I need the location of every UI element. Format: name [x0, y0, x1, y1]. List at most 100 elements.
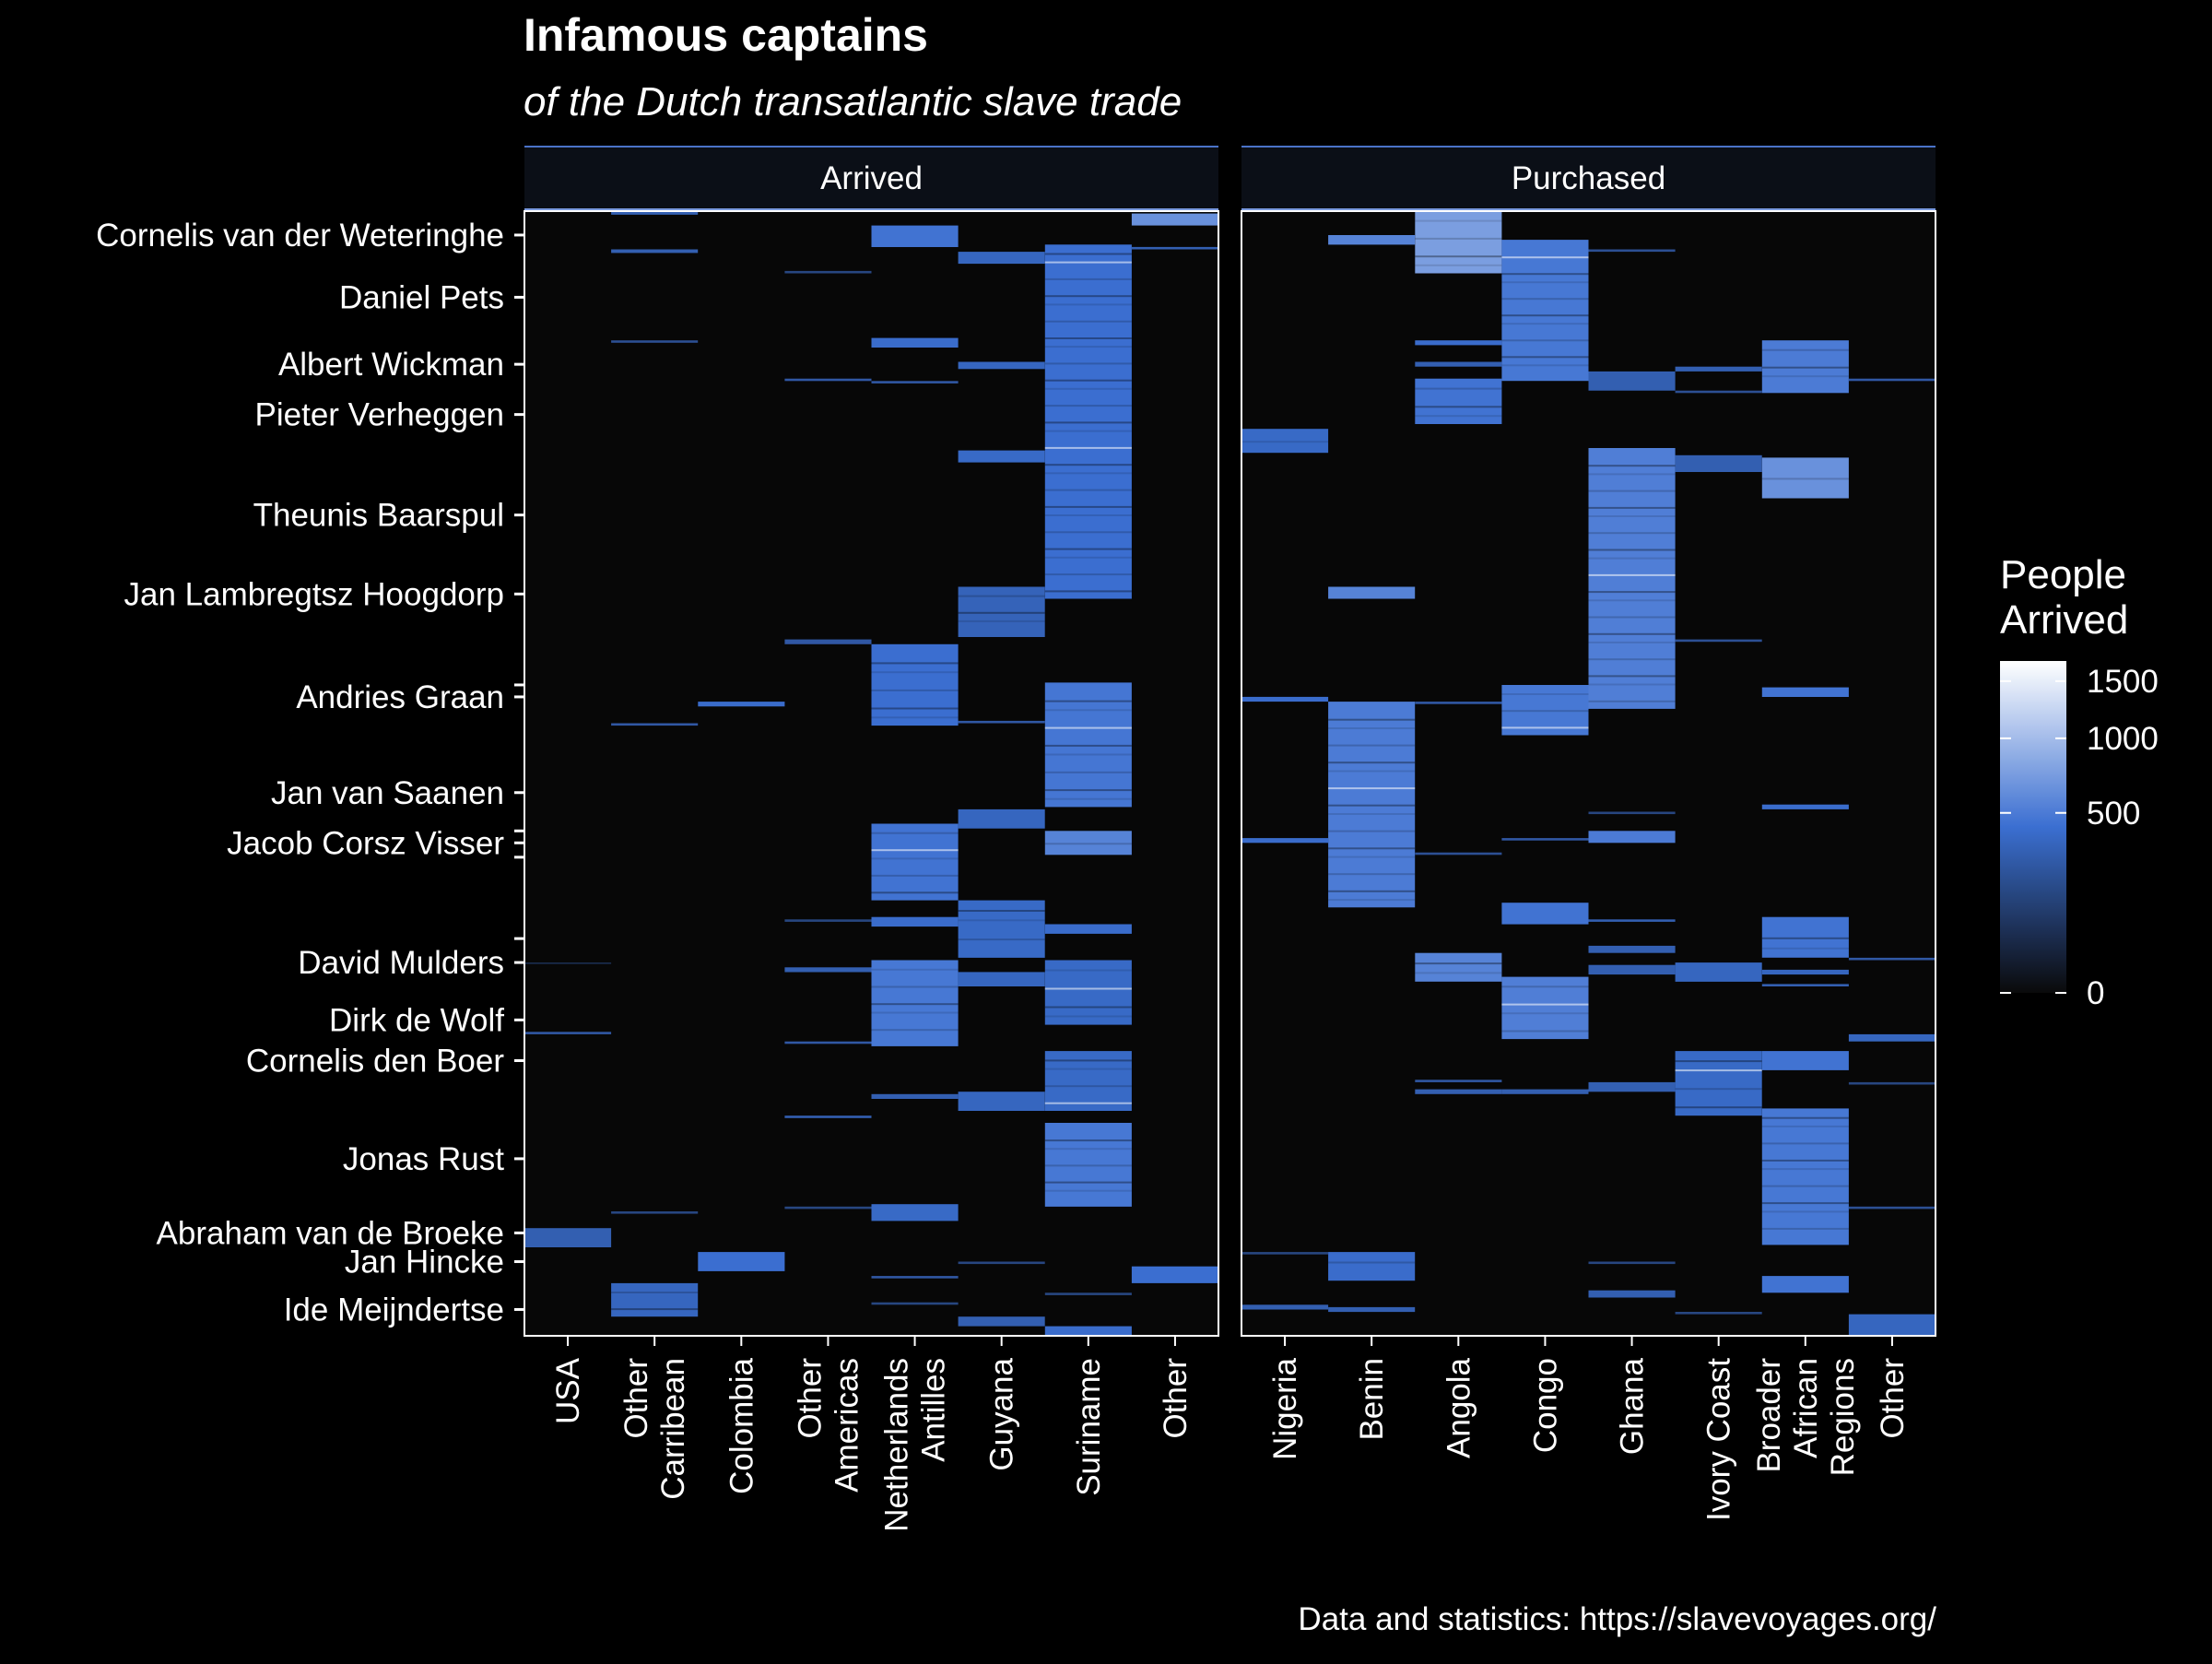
heatmap-band — [1044, 514, 1132, 516]
x-axis-arrived: USA Other Carribean Colombia Other Americas Ne… — [550, 1336, 1194, 1532]
heatmap-band — [1044, 531, 1132, 534]
heatmap-cell — [1848, 957, 1936, 961]
heatmap-cell — [1241, 1252, 1329, 1255]
heatmap-band — [1044, 464, 1132, 466]
heatmap-band — [1761, 478, 1849, 480]
heatmap-band — [1328, 813, 1416, 815]
heatmap-cell — [1588, 448, 1676, 709]
heatmap-cell — [871, 960, 959, 1046]
y-tick-label: Cornelis van der Weteringhe — [96, 218, 504, 254]
heatmap-band — [1044, 700, 1132, 702]
heatmap-band — [1044, 379, 1132, 382]
heatmap-band — [611, 1308, 699, 1311]
heatmap-cell — [1044, 924, 1132, 934]
heatmap-cell — [871, 337, 959, 348]
heatmap-cell — [1848, 378, 1936, 382]
heatmap-band — [1501, 273, 1589, 276]
heatmap-cell — [784, 1206, 872, 1210]
heatmap-band — [1761, 947, 1849, 950]
heatmap-cell — [1588, 964, 1676, 975]
heatmap-band — [871, 707, 959, 710]
heatmap-cell — [958, 450, 1045, 463]
x-tick-label: Netherlands — [879, 1358, 915, 1532]
heatmap-band — [958, 919, 1045, 922]
heatmap-band — [1044, 789, 1132, 792]
heatmap-band — [1588, 515, 1676, 517]
heatmap-band — [1501, 710, 1589, 713]
panel-border — [524, 210, 1219, 1337]
heatmap-band — [1761, 366, 1849, 369]
heatmap-cell — [1588, 1081, 1676, 1092]
heatmap-band — [1044, 253, 1132, 255]
heatmap-cell — [958, 1261, 1045, 1265]
heatmap-band — [1501, 256, 1589, 259]
legend-tick-label: 1000 — [2087, 721, 2159, 757]
heatmap-cell — [1761, 984, 1849, 986]
heatmap-band — [1044, 556, 1132, 559]
heatmap-cell — [698, 1252, 785, 1271]
heatmap-band — [1044, 1189, 1132, 1192]
heatmap-band — [1588, 675, 1676, 678]
heatmap-cell — [1848, 1081, 1936, 1085]
heatmap-cell — [611, 1282, 699, 1317]
legend-title: Arrived — [2000, 597, 2128, 643]
heatmap-band — [1044, 1181, 1132, 1184]
heatmap-band — [1501, 281, 1589, 284]
heatmap-cell — [871, 643, 959, 726]
heatmap-cell — [1328, 1252, 1416, 1281]
heatmap-band — [1044, 1085, 1132, 1088]
heatmap-cell — [871, 823, 959, 901]
heatmap-band — [1044, 753, 1132, 756]
heatmap-cell — [1848, 1033, 1936, 1042]
heatmap-cell — [1588, 1290, 1676, 1298]
heatmap-band — [1588, 532, 1676, 535]
heatmap-band — [1501, 693, 1589, 695]
heatmap-cell — [1501, 240, 1589, 382]
heatmap-band — [1588, 573, 1676, 576]
x-tick-label: Other — [1158, 1358, 1194, 1439]
y-tick-label: Jan van Saanen — [271, 775, 504, 811]
heatmap-band — [1044, 1059, 1132, 1062]
heatmap-cell — [1415, 211, 1502, 274]
heatmap-band — [1044, 277, 1132, 280]
x-tick-label: Other — [792, 1358, 828, 1439]
heatmap-cells-arrived — [524, 211, 1218, 1336]
heatmap-cell — [611, 211, 699, 215]
heatmap-band — [871, 689, 959, 691]
heatmap-cell — [1848, 1206, 1936, 1210]
heatmap-cell — [1131, 1266, 1218, 1283]
heatmap-cell — [611, 723, 699, 726]
heatmap-band — [1761, 1142, 1849, 1145]
heatmap-cell — [958, 1092, 1045, 1111]
heatmap-band — [871, 874, 959, 877]
heatmap-band — [1044, 797, 1132, 800]
x-tick-label: Benin — [1354, 1358, 1390, 1441]
heatmap-band — [1044, 1164, 1132, 1167]
heatmap-band — [1044, 1102, 1132, 1104]
heatmap-band — [1588, 591, 1676, 594]
heatmap-band — [1328, 727, 1416, 729]
heatmap-band — [1044, 261, 1132, 264]
heatmap-band — [958, 611, 1045, 614]
heatmap-cell — [611, 1211, 699, 1214]
heatmap-band — [1044, 744, 1132, 747]
heatmap-cell — [1675, 1051, 1762, 1116]
heatmap-cell — [1675, 366, 1762, 372]
heatmap-band — [1044, 303, 1132, 306]
heatmap-cell — [1588, 919, 1676, 922]
heatmap-cell — [524, 1032, 612, 1034]
heatmap-cell — [524, 1228, 612, 1247]
y-axis: Cornelis van der Weteringhe Daniel Pets Al… — [96, 218, 524, 1328]
heatmap-band — [1044, 387, 1132, 390]
heatmap-cell — [1328, 235, 1416, 245]
heatmap-band — [1415, 255, 1502, 258]
heatmap-band — [1415, 406, 1502, 408]
heatmap-cell — [1044, 831, 1132, 856]
heatmap-cell — [1328, 586, 1416, 599]
heatmap-band — [1501, 323, 1589, 325]
heatmap-band — [871, 857, 959, 860]
heatmap-band — [1761, 1125, 1849, 1127]
heatmap-cell — [1044, 1326, 1132, 1336]
heatmap-cell — [784, 919, 872, 922]
